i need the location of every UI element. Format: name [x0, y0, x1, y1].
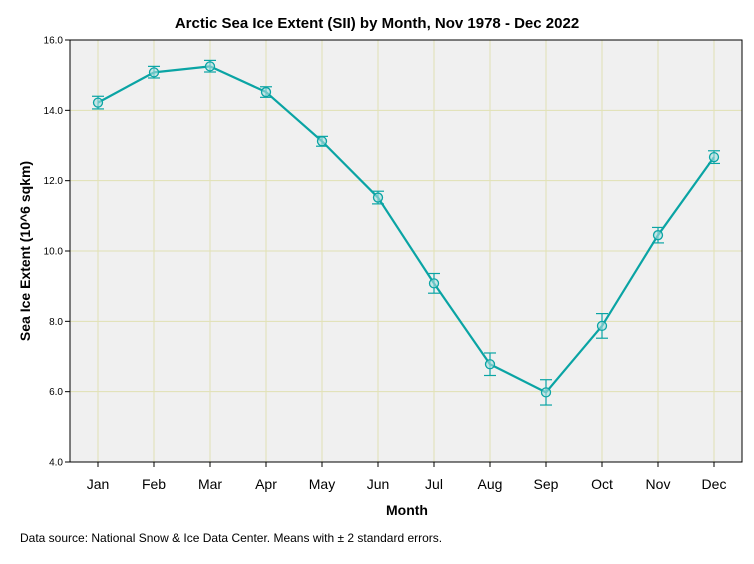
y-tick-label: 12.0: [44, 176, 64, 187]
x-tick-label: Nov: [646, 476, 671, 492]
chart-title: Arctic Sea Ice Extent (SII) by Month, No…: [175, 15, 579, 32]
x-axis-title: Month: [386, 502, 428, 518]
plot-frame: [69, 39, 743, 463]
data-point-apr: [260, 86, 272, 98]
x-tick-label: Sep: [534, 476, 559, 492]
data-point-aug: [484, 359, 496, 370]
x-tick-label: Aug: [478, 476, 503, 492]
data-point-dec: [708, 151, 720, 163]
series-line: [97, 65, 715, 394]
x-tick-label: Jun: [367, 476, 390, 492]
data-point-mar: [204, 61, 216, 72]
x-tick-label: Apr: [255, 476, 277, 492]
grid-layer: [70, 40, 742, 462]
data-point-nov: [652, 230, 664, 241]
y-axis-title: Sea Ice Extent (10^6 sqkm): [17, 161, 33, 341]
x-tick-label: Oct: [591, 476, 613, 492]
y-tick-label: 8.0: [49, 317, 63, 328]
data-point-jun: [372, 192, 384, 203]
data-point-may: [316, 136, 328, 147]
y-tick-label: 10.0: [44, 247, 64, 258]
x-tick-label: Mar: [198, 476, 222, 492]
data-source-footnote: Data source: National Snow & Ice Data Ce…: [20, 531, 442, 545]
y-tick-label: 16.0: [44, 36, 64, 47]
y-tick-label: 14.0: [44, 106, 64, 117]
data-point-feb: [148, 67, 160, 78]
y-tick-label: 4.0: [49, 458, 63, 469]
x-tick-label: May: [309, 476, 335, 492]
x-tick-label: Jan: [87, 476, 110, 492]
tick-label-layer: 4.0 6.0 8.0 10.0 12.0 14.0 16.0 Jan Feb Mar Apr May…: [44, 36, 727, 493]
axis-layer: [65, 39, 715, 467]
y-tick-label: 6.0: [49, 387, 63, 398]
data-point-sep: [540, 387, 552, 398]
x-tick-label: Feb: [142, 476, 166, 492]
data-point-oct: [596, 320, 608, 332]
data-layer: [92, 59, 720, 406]
data-point-jul: [428, 278, 440, 289]
x-tick-label: Dec: [702, 476, 727, 492]
x-tick-label: Jul: [425, 476, 443, 492]
data-point-jan: [92, 97, 104, 108]
